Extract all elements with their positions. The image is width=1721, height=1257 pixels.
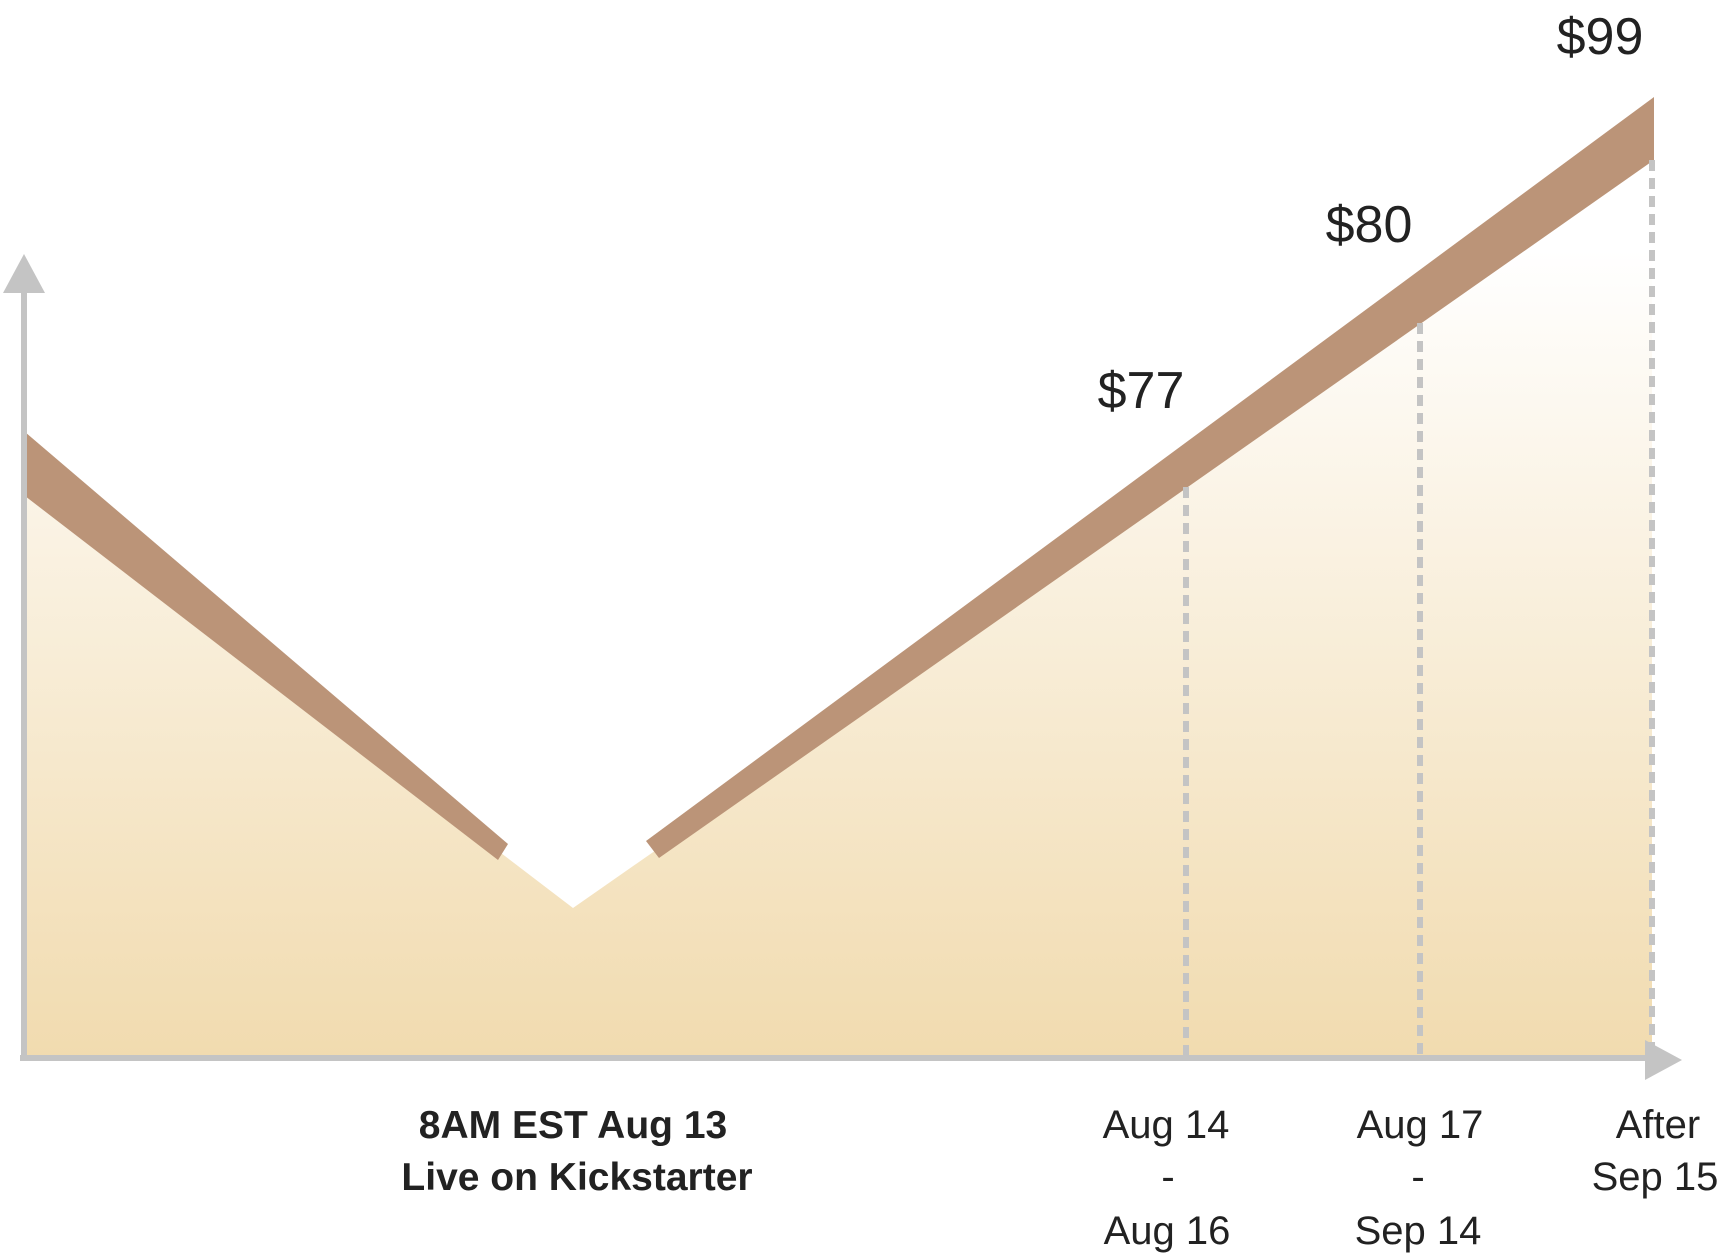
area-fill — [25, 160, 1652, 1058]
tier-date-separator: - — [1411, 1155, 1424, 1199]
tier-date-start: Aug 14 — [1103, 1103, 1230, 1147]
tier-date-start: Aug 17 — [1357, 1103, 1484, 1147]
tier-price-label: $80 — [1326, 196, 1413, 254]
tier-date-end: Sep 14 — [1355, 1209, 1482, 1253]
tier-date-end: Aug 16 — [1104, 1209, 1231, 1253]
y-axis-arrow — [3, 254, 45, 293]
tier-date-separator: - — [1161, 1155, 1174, 1199]
tier-price-label: $99 — [1557, 8, 1644, 66]
launch-date-label: 8AM EST Aug 13 — [419, 1104, 727, 1147]
price-band-left — [25, 432, 508, 860]
price-band-right — [646, 97, 1654, 858]
tier-date-start: After — [1616, 1103, 1700, 1147]
x-axis-arrow — [1645, 1040, 1682, 1080]
tier-date-end: Sep 15 — [1592, 1155, 1719, 1199]
tier-price-label: $77 — [1098, 362, 1185, 420]
launch-platform-label: Live on Kickstarter — [401, 1156, 752, 1199]
